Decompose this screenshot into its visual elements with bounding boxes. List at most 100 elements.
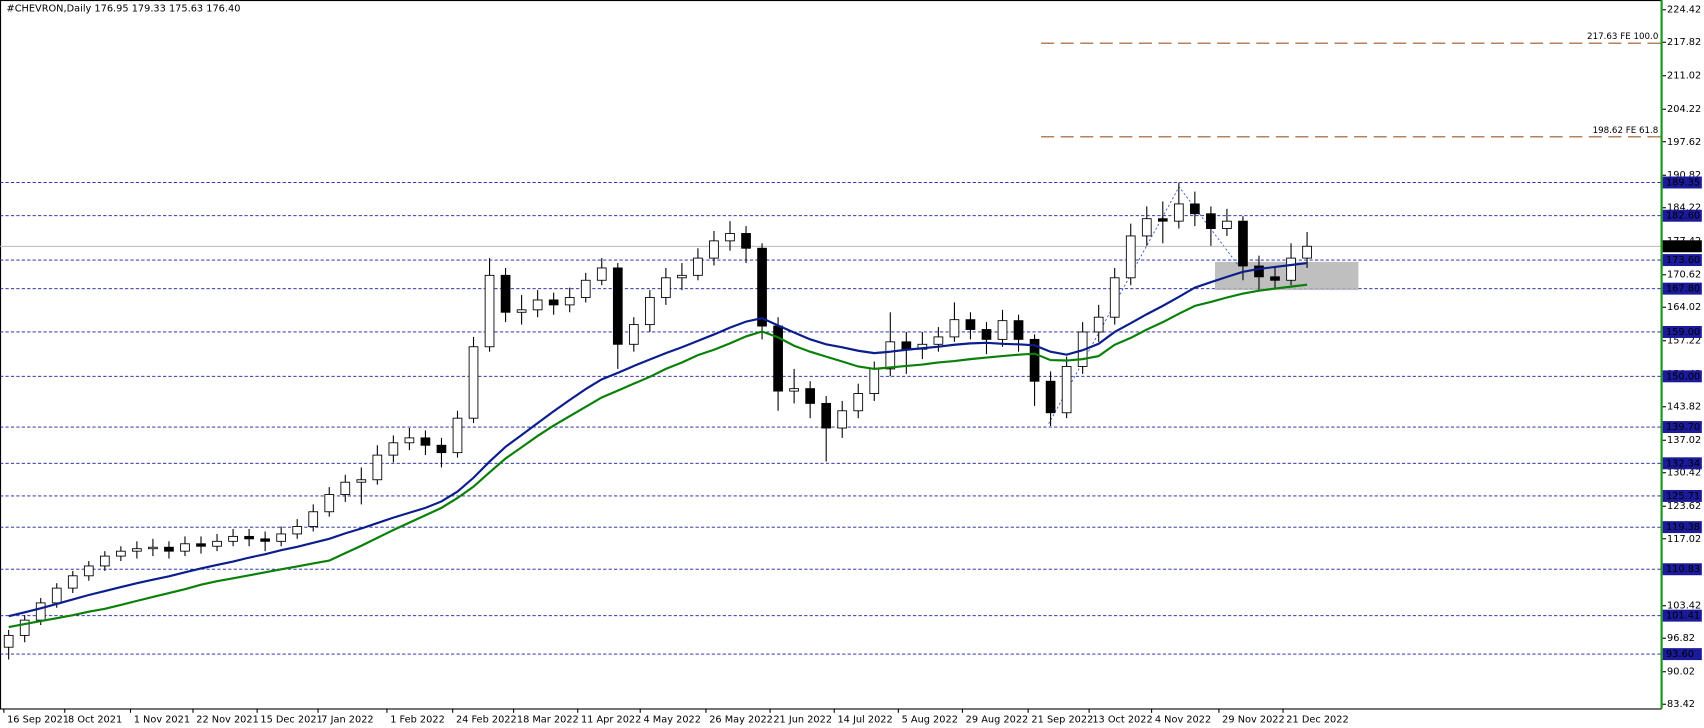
level-label: 93.60 [1666,649,1694,660]
x-tick-label: 26 May 2022 [709,714,773,725]
candle-body [260,538,270,542]
candle-body [420,437,431,446]
candle-body [853,393,864,412]
candle-body [228,535,238,542]
candle-body [677,274,687,279]
fibo-label: 217.63 FE 100.0 [1587,32,1658,42]
x-tick-label: 22 Nov 2021 [196,714,259,725]
plot-frame [0,0,1662,710]
candle-body [196,543,206,547]
level-label-bg [1662,209,1702,222]
candle-body [356,479,367,483]
candle-body [1157,218,1168,222]
candle-body [1173,203,1184,222]
x-tick-label: 16 Sep 2021 [7,714,69,725]
candle-body [725,233,735,242]
level-label: 150.00 [1666,371,1700,382]
level-label-bg [1662,326,1702,338]
level-label: 125.71 [1666,491,1700,502]
candle-body [1141,218,1152,237]
candle-body [276,533,287,542]
candle-body [35,602,46,621]
candle-body [693,257,703,276]
chart-title: #CHEVRON,Daily 176.95 179.33 175.63 176.… [7,4,241,15]
y-tick-label: 217.82 [1667,37,1701,48]
candle-body [51,587,62,604]
y-tick-label: 123.62 [1667,501,1701,512]
level-label: 173.60 [1666,255,1700,266]
level-label: 189.35 [1666,177,1700,188]
candle-body [981,329,992,340]
candle-body [340,481,351,495]
candle-body [484,274,495,348]
x-tick-label: 8 Oct 2021 [68,714,122,725]
y-tick-label: 103.42 [1667,601,1701,612]
y-tick-label: 96.82 [1667,633,1695,644]
level-label-bg [1662,282,1702,295]
candle-body [821,402,832,429]
candle-body [116,550,126,557]
candle-body [1093,316,1104,333]
candle-body [805,388,815,404]
level-label: 110.83 [1666,564,1700,575]
fibo-label: 198.62 FE 61.8 [1593,126,1659,136]
candle-body [212,540,222,547]
candle-body [244,535,254,540]
level-label-bg [1662,489,1702,502]
x-tick-label: 29 Aug 2022 [966,714,1029,725]
candle-body [1061,366,1072,414]
candle-body [292,526,303,535]
level-label: 182.60 [1666,211,1700,222]
candle-body [580,279,591,298]
level-label-bg [1662,421,1702,434]
candle-body [1045,380,1056,414]
candle-body [3,634,14,648]
candle-body [388,442,399,456]
candle-body [837,410,848,429]
moving-average [8,261,1308,618]
x-tick-label: 29 Nov 2022 [1222,714,1285,725]
candle-body [789,388,799,392]
candle-body [1238,220,1248,267]
candle-body [132,548,142,552]
candle-body [1013,320,1024,340]
x-tick-label: 7 Jan 2022 [321,714,373,725]
level-label: 139.70 [1666,422,1700,433]
candle-body [148,546,158,550]
candle-body [1125,235,1136,279]
candle-body [1109,277,1120,318]
y-tick-label: 83.42 [1667,699,1695,710]
level-label: 159.00 [1666,327,1700,338]
candle-body [164,546,174,552]
candle-body [372,454,383,481]
candle-body [612,267,623,345]
candle-body [564,297,575,306]
x-tick-label: 1 Feb 2022 [390,714,445,725]
candle-body [1029,338,1040,382]
level-label-bg [1662,609,1702,622]
candle-body [709,240,719,259]
x-tick-label: 4 Nov 2022 [1155,714,1211,725]
level-label-bg [1662,563,1702,576]
candle-body [933,336,944,345]
x-tick-label: 24 Feb 2022 [456,714,517,725]
x-tick-label: 13 Oct 2022 [1092,714,1152,725]
candle-body [548,299,559,306]
x-tick-label: 4 May 2022 [643,714,700,725]
y-tick-label: 204.22 [1667,104,1701,115]
level-label: 167.80 [1666,284,1700,295]
candle-body [532,299,543,311]
y-tick-label: 224.42 [1667,5,1701,16]
y-tick-label: 157.22 [1667,336,1701,347]
level-label-bg [1662,457,1702,470]
y-tick-label: 164.02 [1667,302,1701,313]
x-tick-label: 21 Dec 2022 [1286,714,1348,725]
x-tick-label: 21 Jun 2022 [773,714,832,725]
y-tick-label: 211.02 [1667,71,1701,82]
candle-body [949,319,960,338]
y-tick-label: 170.62 [1667,270,1701,281]
x-tick-label: 14 Jul 2022 [837,714,892,725]
level-label: 101.41 [1666,611,1700,622]
